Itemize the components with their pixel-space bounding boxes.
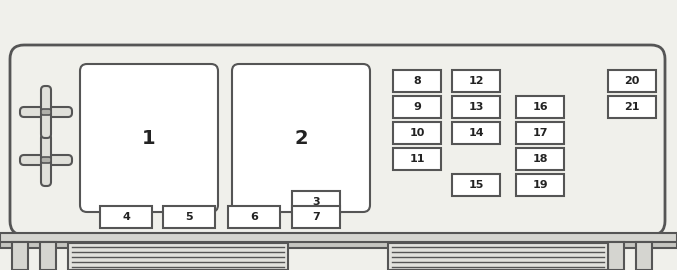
Bar bbox=[228, 206, 280, 228]
Text: 19: 19 bbox=[532, 180, 548, 190]
FancyBboxPatch shape bbox=[232, 64, 370, 212]
Text: 8: 8 bbox=[413, 76, 421, 86]
Text: 2: 2 bbox=[294, 129, 308, 147]
Text: 14: 14 bbox=[468, 128, 484, 138]
Bar bbox=[393, 70, 441, 92]
Bar bbox=[292, 206, 340, 228]
Text: 11: 11 bbox=[410, 154, 424, 164]
Bar bbox=[452, 96, 500, 118]
Text: 7: 7 bbox=[312, 212, 320, 222]
Bar bbox=[452, 122, 500, 144]
Text: 21: 21 bbox=[624, 102, 640, 112]
Bar bbox=[40, 242, 56, 270]
Text: 15: 15 bbox=[468, 180, 483, 190]
Bar bbox=[0, 242, 677, 248]
Bar bbox=[100, 206, 152, 228]
FancyBboxPatch shape bbox=[20, 107, 72, 117]
Bar bbox=[393, 148, 441, 170]
Text: 10: 10 bbox=[410, 128, 424, 138]
Bar bbox=[12, 242, 28, 270]
Bar bbox=[516, 174, 564, 196]
Text: 17: 17 bbox=[532, 128, 548, 138]
Text: 18: 18 bbox=[532, 154, 548, 164]
FancyBboxPatch shape bbox=[20, 155, 72, 165]
Bar bbox=[292, 191, 340, 213]
Text: 3: 3 bbox=[312, 197, 320, 207]
FancyBboxPatch shape bbox=[10, 45, 665, 235]
Bar bbox=[516, 148, 564, 170]
Text: 13: 13 bbox=[468, 102, 483, 112]
Bar bbox=[452, 70, 500, 92]
Bar bbox=[393, 122, 441, 144]
Bar bbox=[393, 96, 441, 118]
Bar bbox=[0, 233, 677, 243]
Text: 16: 16 bbox=[532, 102, 548, 112]
FancyBboxPatch shape bbox=[41, 86, 51, 138]
FancyBboxPatch shape bbox=[80, 64, 218, 212]
Bar bbox=[608, 70, 656, 92]
Bar bbox=[608, 242, 624, 270]
Text: 5: 5 bbox=[185, 212, 193, 222]
Text: 6: 6 bbox=[250, 212, 258, 222]
Text: 9: 9 bbox=[413, 102, 421, 112]
Bar bbox=[516, 122, 564, 144]
FancyBboxPatch shape bbox=[41, 134, 51, 186]
Text: 20: 20 bbox=[624, 76, 640, 86]
Bar bbox=[516, 96, 564, 118]
Bar bbox=[68, 243, 288, 270]
Text: 12: 12 bbox=[468, 76, 484, 86]
Bar bbox=[608, 96, 656, 118]
Bar bbox=[452, 174, 500, 196]
Text: 4: 4 bbox=[122, 212, 130, 222]
Text: 1: 1 bbox=[142, 129, 156, 147]
FancyBboxPatch shape bbox=[41, 157, 51, 163]
Bar bbox=[636, 242, 652, 270]
Bar bbox=[163, 206, 215, 228]
Bar bbox=[388, 243, 608, 270]
FancyBboxPatch shape bbox=[41, 109, 51, 115]
